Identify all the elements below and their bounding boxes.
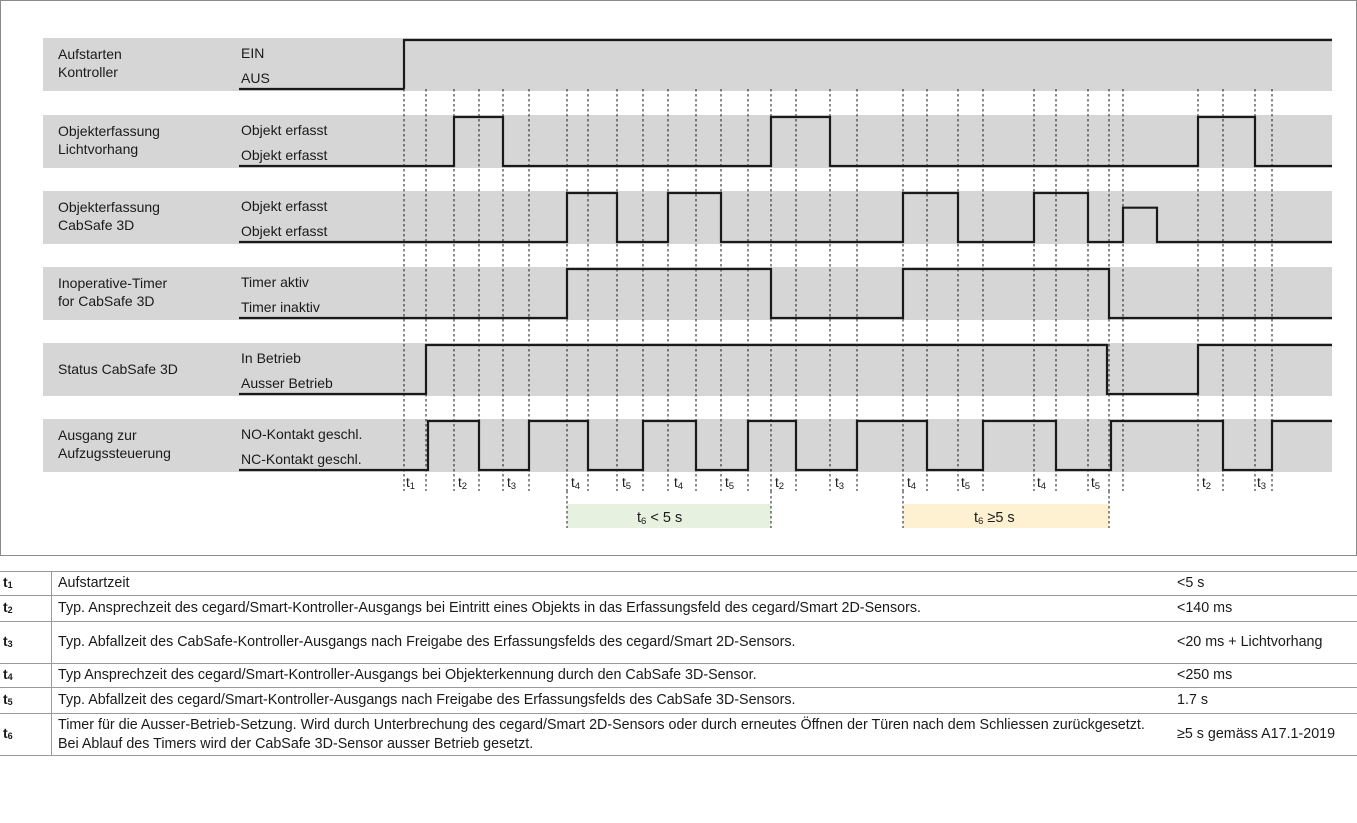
timing-diagram-frame: Aufstarten Kontroller EIN AUS Objekterfassun… bbox=[0, 0, 1357, 556]
signal-band bbox=[43, 343, 1332, 396]
low-state-label: AUS bbox=[241, 70, 270, 86]
signal-row: Objekterfassung Lichtvorhang Objekt erfass… bbox=[43, 115, 1332, 168]
timing-legend-table: t1 Aufstartzeit <5 s t2 Typ. Ansprechzeit de… bbox=[0, 571, 1357, 756]
time-marker-label: t3 bbox=[507, 475, 516, 492]
time-marker-label: t2 bbox=[775, 475, 784, 492]
signal-name: Ausgang zur Aufzugssteuerung bbox=[58, 427, 171, 461]
high-state-label: In Betrieb bbox=[241, 350, 301, 366]
time-marker-label: t2 bbox=[458, 475, 467, 492]
signal-waveform bbox=[404, 115, 1332, 168]
time-marker-label: t4 bbox=[907, 475, 916, 492]
signal-row: Status CabSafe 3D In Betrieb Ausser Betrie… bbox=[43, 343, 1332, 396]
legend-value: 1.7 s bbox=[1165, 687, 1357, 714]
legend-symbol: t2 bbox=[0, 595, 52, 622]
signal-band bbox=[43, 115, 1332, 168]
timing-diagram: Aufstarten Kontroller EIN AUS Objekterfassun… bbox=[43, 38, 1332, 528]
signal-row: Inoperative-Timer for CabSafe 3D Timer akt… bbox=[43, 267, 1332, 320]
legend-row: t3 Typ. Abfallzeit des CabSafe-Kontroller… bbox=[0, 621, 1357, 664]
signal-row: Ausgang zur Aufzugssteuerung NO-Kontakt ge… bbox=[43, 419, 1332, 472]
legend-description: Typ. Ansprechzeit des cegard/Smart-Kontr… bbox=[51, 595, 1165, 622]
legend-description: Aufstartzeit bbox=[51, 571, 1165, 596]
signal-band bbox=[43, 191, 1332, 244]
signal-waveform bbox=[402, 38, 1332, 89]
signal-name: Inoperative-Timer for CabSafe 3D bbox=[58, 275, 168, 309]
legend-row: t4 Typ Ansprechzeit des cegard/Smart-Kont… bbox=[0, 663, 1357, 688]
time-marker-label: t5 bbox=[961, 475, 970, 492]
time-marker-label: t1 bbox=[406, 475, 415, 492]
signal-band bbox=[43, 267, 1332, 320]
low-state-label: NC-Kontakt geschl. bbox=[241, 451, 362, 467]
legend-row: t2 Typ. Ansprechzeit des cegard/Smart-Kon… bbox=[0, 595, 1357, 622]
signal-name: Status CabSafe 3D bbox=[58, 361, 178, 377]
time-marker-label: t4 bbox=[674, 475, 683, 492]
duration-label: t6 ≥5 s bbox=[974, 510, 1015, 527]
legend-description: Typ. Abfallzeit des CabSafe-Kontroller-A… bbox=[51, 621, 1165, 664]
time-marker-label: t5 bbox=[622, 475, 631, 492]
signal-waveform bbox=[404, 267, 1332, 320]
legend-symbol: t6 bbox=[0, 713, 52, 756]
legend-value: <250 ms bbox=[1165, 663, 1357, 688]
time-marker-label: t2 bbox=[1202, 475, 1211, 492]
signal-name: Objekterfassung CabSafe 3D bbox=[58, 199, 160, 233]
low-state-label: Ausser Betrieb bbox=[241, 375, 333, 391]
legend-value: <5 s bbox=[1165, 571, 1357, 596]
legend-description: Timer für die Ausser-Betrieb-Setzung. Wi… bbox=[51, 713, 1165, 756]
signal-band bbox=[43, 419, 1332, 472]
legend-symbol: t5 bbox=[0, 687, 52, 714]
time-marker-label: t3 bbox=[1257, 475, 1266, 492]
legend-description: Typ Ansprechzeit des cegard/Smart-Kontro… bbox=[51, 663, 1165, 688]
time-marker-label: t3 bbox=[835, 475, 844, 492]
legend-value: <20 ms + Lichtvorhang bbox=[1165, 621, 1357, 664]
legend-row: t5 Typ. Abfallzeit des cegard/Smart-Kontr… bbox=[0, 687, 1357, 714]
legend-symbol: t3 bbox=[0, 621, 52, 664]
legend-symbol: t4 bbox=[0, 663, 52, 688]
time-marker-label: t4 bbox=[571, 475, 580, 492]
signal-row: Aufstarten Kontroller EIN AUS bbox=[43, 38, 1332, 91]
signal-row: Objekterfassung CabSafe 3D Objekt erfasst O… bbox=[43, 191, 1332, 244]
legend-row: t1 Aufstartzeit <5 s bbox=[0, 571, 1357, 596]
high-state-label: EIN bbox=[241, 45, 264, 61]
duration-band bbox=[567, 504, 771, 528]
legend-value: ≥5 s gemäss A17.1-2019 bbox=[1165, 713, 1357, 756]
signal-band bbox=[43, 38, 1332, 91]
duration-label: t6 < 5 s bbox=[637, 510, 682, 527]
time-marker-label: t5 bbox=[1091, 475, 1100, 492]
legend-row: t6 Timer für die Ausser-Betrieb-Setzung. … bbox=[0, 713, 1357, 756]
signal-name: Aufstarten Kontroller bbox=[58, 46, 122, 80]
high-state-label: Timer aktiv bbox=[241, 274, 309, 290]
low-state-label: Objekt erfasst bbox=[241, 223, 327, 239]
time-marker-label: t5 bbox=[725, 475, 734, 492]
low-state-label: Objekt erfasst bbox=[241, 147, 327, 163]
time-marker-label: t4 bbox=[1037, 475, 1046, 492]
legend-description: Typ. Abfallzeit des cegard/Smart-Kontrol… bbox=[51, 687, 1165, 714]
legend-value: <140 ms bbox=[1165, 595, 1357, 622]
high-state-label: Objekt erfasst bbox=[241, 198, 327, 214]
high-state-label: NO-Kontakt geschl. bbox=[241, 426, 362, 442]
signal-name: Objekterfassung Lichtvorhang bbox=[58, 123, 160, 157]
duration-band bbox=[903, 504, 1109, 528]
legend-symbol: t1 bbox=[0, 571, 52, 596]
low-state-label: Timer inaktiv bbox=[241, 299, 320, 315]
high-state-label: Objekt erfasst bbox=[241, 122, 327, 138]
